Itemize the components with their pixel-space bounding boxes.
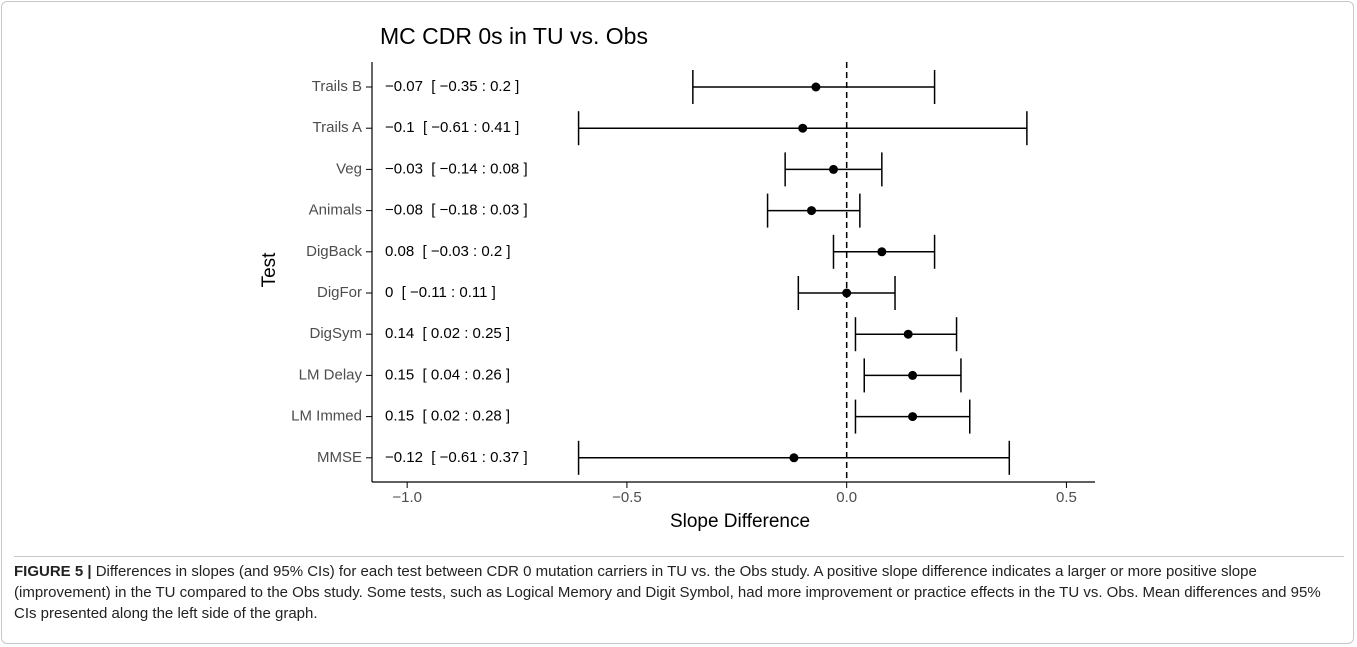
value-label: −0.1 [ −0.61 : 0.41 ] <box>385 119 519 136</box>
point <box>877 247 887 257</box>
y-tick-label: Animals <box>309 202 362 219</box>
value-label: 0.14 [ 0.02 : 0.25 ] <box>385 325 510 342</box>
y-tick-label: MMSE <box>317 449 362 466</box>
point <box>908 412 918 422</box>
y-tick-label: DigSym <box>309 325 362 342</box>
chart: MC CDR 0s in TU vs. Obs Slope Difference… <box>259 23 1095 532</box>
y-axis-label: Test <box>259 252 280 288</box>
caption-text: Differences in slopes (and 95% CIs) for … <box>14 563 1321 622</box>
value-label: 0.15 [ 0.04 : 0.26 ] <box>385 366 510 383</box>
y-tick-label: LM Delay <box>299 366 363 383</box>
value-label: −0.12 [ −0.61 : 0.37 ] <box>385 449 528 466</box>
y-tick-label: DigBack <box>306 243 362 260</box>
y-tick-label: Trails B <box>312 78 362 95</box>
point <box>811 82 821 92</box>
value-label: 0 [ −0.11 : 0.11 ] <box>385 284 496 301</box>
y-tick-label: LM Immed <box>291 408 362 425</box>
value-label: −0.08 [ −0.18 : 0.03 ] <box>385 202 528 219</box>
point <box>842 288 852 298</box>
caption-label: FIGURE 5 | <box>14 563 92 580</box>
value-label: 0.15 [ 0.02 : 0.28 ] <box>385 408 510 425</box>
x-tick-label: −0.5 <box>612 489 642 506</box>
x-tick-label: −1.0 <box>392 489 422 506</box>
caption: FIGURE 5 | Differences in slopes (and 95… <box>14 556 1344 624</box>
point <box>908 370 918 380</box>
x-axis-label: Slope Difference <box>670 511 810 532</box>
x-tick-label: 0.0 <box>836 489 857 506</box>
point <box>789 453 799 463</box>
value-label: −0.07 [ −0.35 : 0.2 ] <box>385 78 519 95</box>
chart-title: MC CDR 0s in TU vs. Obs <box>380 23 648 49</box>
point <box>807 206 817 216</box>
point <box>798 123 808 133</box>
value-label: 0.08 [ −0.03 : 0.2 ] <box>385 243 511 260</box>
y-tick-label: Trails A <box>313 119 362 136</box>
point <box>903 329 913 339</box>
y-tick-label: DigFor <box>317 284 362 301</box>
y-tick-label: Veg <box>336 160 362 177</box>
x-tick-label: 0.5 <box>1056 489 1077 506</box>
value-label: −0.03 [ −0.14 : 0.08 ] <box>385 160 528 177</box>
point <box>828 164 838 174</box>
